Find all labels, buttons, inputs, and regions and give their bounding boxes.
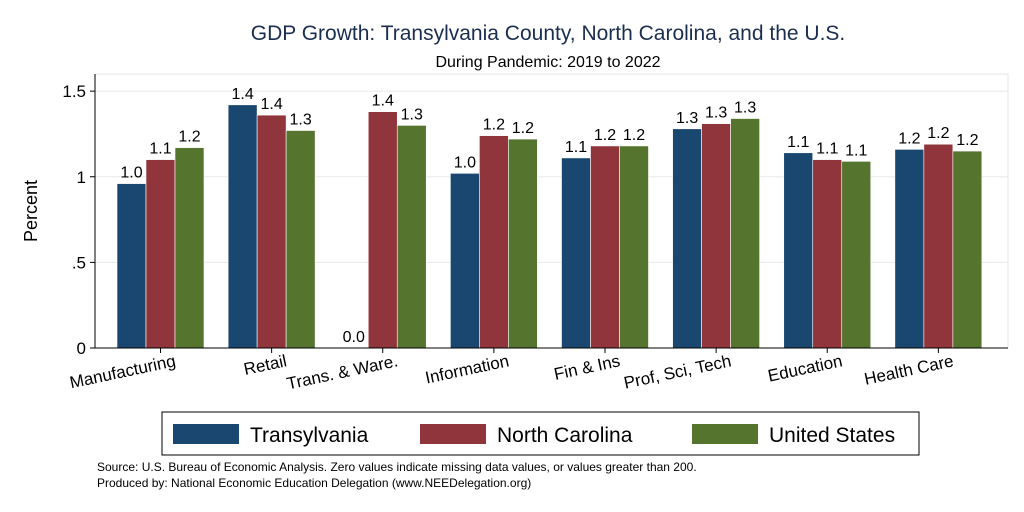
data-label: 1.1 [787,134,809,151]
data-label: 1.2 [623,127,645,144]
data-label: 1.4 [261,96,283,113]
data-label: 0.0 [343,329,365,346]
chart-subtitle: During Pandemic: 2019 to 2022 [435,54,660,71]
legend-swatch [173,424,239,444]
data-label: 1.0 [454,154,476,171]
bar-north-carolina [479,135,509,349]
data-label: 1.2 [178,129,200,146]
bar-transylvania [116,183,147,349]
legend-swatch [420,424,486,444]
data-label: 1.1 [565,139,587,156]
bar-united-states [396,125,427,349]
legend-label: United States [769,424,895,447]
bar-north-carolina [145,159,176,349]
data-label: 1.2 [927,125,949,142]
bar-north-carolina [367,111,398,349]
bar-united-states [841,161,872,349]
data-label: 1.2 [483,117,505,134]
bar-united-states [619,145,649,349]
x-tick-label: Fin & Ins [552,351,622,384]
bar-united-states [285,130,316,349]
bar-north-carolina [256,114,287,349]
bar-transylvania [783,152,814,349]
x-tick-label: Retail [242,351,288,379]
data-label: 1.1 [816,141,838,158]
data-label: 1.2 [956,132,978,149]
legend-label: Transylvania [250,424,369,447]
data-label: 1.1 [149,141,171,158]
data-label: 1.4 [372,93,394,110]
source-note: Source: U.S. Bureau of Economic Analysis… [97,460,697,474]
producer-note: Produced by: National Economic Education… [97,476,531,490]
bar-transylvania [450,173,480,349]
data-label: 1.3 [734,100,756,117]
legend: Transylvania North Carolina United States [161,411,920,456]
data-label: 1.4 [232,86,254,103]
bar-transylvania [672,128,702,349]
bar-transylvania [561,157,591,349]
bar-transylvania [894,149,925,349]
data-label: 1.3 [705,105,727,122]
plot-area: 0.511.51.01.11.2Manufacturing1.41.41.3Re… [62,73,1009,393]
data-label: 1.2 [512,120,534,137]
data-label: 1.2 [594,127,616,144]
data-label: 1.3 [290,112,312,129]
data-label: 1.0 [120,165,142,182]
chart-title: GDP Growth: Transylvania County, North C… [251,22,846,45]
y-tick-label: 1.5 [62,82,86,101]
x-tick-label: Trans. & Ware. [285,351,400,393]
bar-united-states [508,138,538,349]
y-axis-label: Percent [21,180,41,242]
bar-united-states [174,147,205,349]
bar-north-carolina [923,143,954,349]
data-label: 1.3 [401,106,423,123]
bar-north-carolina [812,159,843,349]
bar-north-carolina [590,145,620,349]
y-tick-label: 0 [77,339,86,358]
y-tick-label: 1 [77,168,86,187]
bar-united-states [730,118,760,349]
data-label: 1.1 [845,142,867,159]
data-label: 1.3 [676,110,698,127]
bar-united-states [952,150,983,349]
legend-box [161,411,920,456]
legend-swatch [692,424,758,444]
x-tick-label: Health Care [863,351,956,388]
x-tick-label: Education [766,351,844,385]
legend-label: North Carolina [497,424,633,447]
x-tick-label: Information [424,351,511,387]
y-tick-label: .5 [72,253,86,272]
bar-north-carolina [701,123,731,349]
data-label: 1.2 [898,130,920,147]
bar-transylvania [227,104,258,349]
x-tick-label: Prof, Sci, Tech [622,351,733,392]
